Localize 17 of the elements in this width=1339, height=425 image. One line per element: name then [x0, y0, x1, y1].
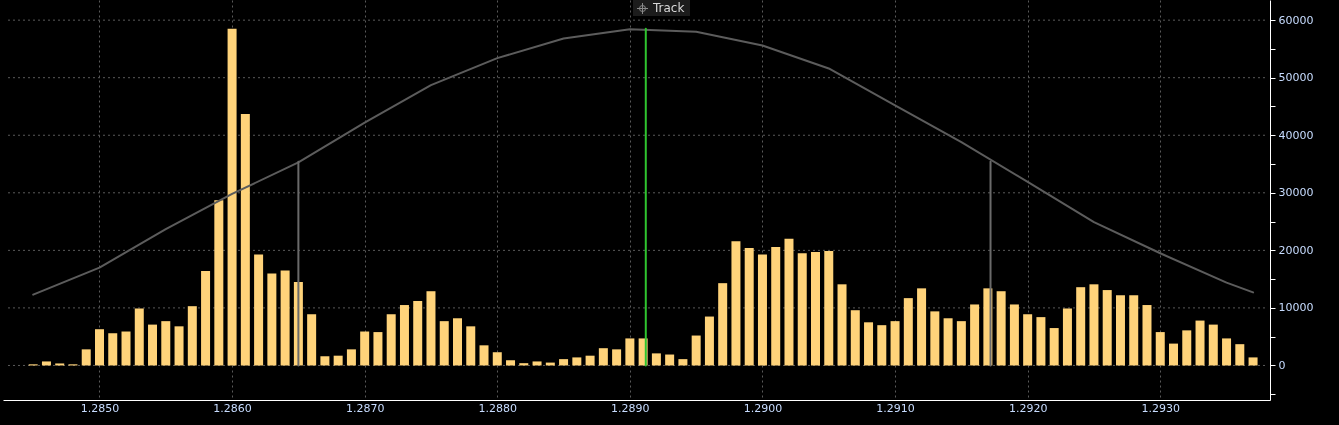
x-tick-label: 1.2860 — [213, 401, 252, 415]
y-tick-label: 30000 — [1278, 186, 1314, 200]
x-tick-label: 1.2910 — [876, 401, 915, 415]
x-tick-label: 1.2900 — [743, 401, 783, 415]
x-tick-label: 1.2850 — [80, 401, 120, 415]
y-tick-label: 20000 — [1278, 243, 1314, 257]
annotation: Track — [653, 1, 685, 15]
x-tick-label: 1.2870 — [345, 401, 385, 415]
y-tick-label: 0 — [1278, 358, 1286, 372]
x-tick-label: 1.2890 — [611, 401, 650, 415]
x-tick-label: 1.2880 — [478, 401, 518, 415]
y-tick-label: 50000 — [1278, 71, 1314, 85]
y-tick-label: 10000 — [1278, 301, 1314, 315]
y-tick-label: 40000 — [1278, 128, 1314, 142]
y-tick-label: 60000 — [1278, 13, 1314, 27]
x-tick-label: 1.2930 — [1141, 401, 1180, 415]
x-tick-label: 1.2920 — [1008, 401, 1048, 415]
